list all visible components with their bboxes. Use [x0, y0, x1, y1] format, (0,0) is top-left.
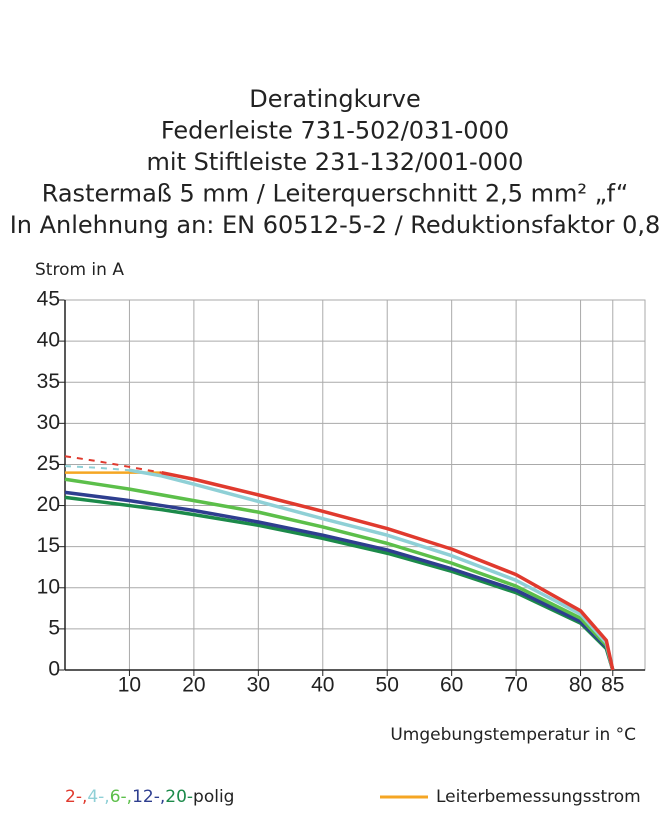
- y-tick-label: 25: [37, 452, 60, 475]
- legend-entry: 4-,: [87, 787, 109, 807]
- x-tick-label: 85: [601, 674, 624, 697]
- legend-entry: Leiterbemessungsstrom: [436, 787, 641, 807]
- x-tick-label: 80: [569, 674, 592, 697]
- x-tick-label: 60: [440, 674, 463, 697]
- plot-frame: [64, 299, 646, 671]
- chart-title: In Anlehnung an: EN 60512-5-2 / Reduktio…: [10, 211, 661, 239]
- series-line: [129, 468, 615, 671]
- y-tick-label: 45: [37, 288, 60, 311]
- legend: 2-,4-,6-,12-,20-polig: [65, 787, 234, 807]
- legend-entry: 6-,: [110, 787, 132, 807]
- chart-title: Deratingkurve: [249, 85, 421, 113]
- series-line: [64, 477, 615, 671]
- y-tick-label: 15: [37, 534, 60, 557]
- legend-entry: 2-,: [65, 787, 87, 807]
- legend-entry: 12-,: [132, 787, 165, 807]
- series-line: [161, 470, 615, 671]
- x-tick-label: 50: [376, 674, 399, 697]
- y-tick-label: 30: [37, 411, 60, 434]
- extrapolated-line: [64, 465, 130, 472]
- x-tick-label: 10: [118, 674, 141, 697]
- x-tick-label: 70: [504, 674, 527, 697]
- chart-title: Federleiste 731-502/031-000: [161, 117, 509, 145]
- y-tick-label: 5: [48, 616, 60, 639]
- y-tick-label: 0: [48, 658, 60, 681]
- series-line: [64, 490, 615, 671]
- y-tick-label: 35: [37, 370, 60, 393]
- legend-entry: 20-: [165, 787, 193, 807]
- extrapolated-line: [64, 455, 162, 474]
- y-tick-label: 10: [37, 575, 60, 598]
- chart-title: mit Stiftleiste 231-132/001-000: [147, 148, 524, 176]
- y-tick-label: 40: [37, 329, 60, 352]
- y-axis-label: Strom in A: [35, 260, 124, 280]
- x-tick-label: 30: [247, 674, 270, 697]
- chart-title: Rastermaß 5 mm / Leiterquerschnitt 2,5 m…: [42, 180, 629, 208]
- x-axis-label: Umgebungstemperatur in °C: [390, 725, 636, 745]
- legend-suffix: polig: [193, 787, 234, 807]
- y-tick-label: 20: [37, 493, 60, 516]
- x-tick-label: 20: [182, 674, 205, 697]
- x-tick-label: 40: [311, 674, 334, 697]
